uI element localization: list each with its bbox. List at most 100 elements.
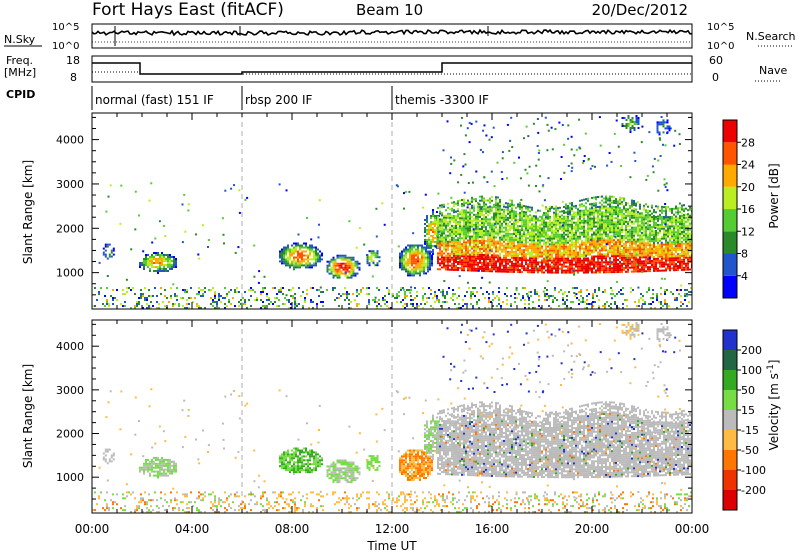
power-cell — [559, 248, 561, 250]
power-cell — [315, 258, 317, 260]
power-cell — [620, 289, 622, 291]
power-cell — [316, 289, 318, 291]
power-cell — [149, 264, 151, 266]
power-cell — [429, 258, 431, 260]
power-cell — [442, 301, 444, 303]
power-cell — [291, 249, 293, 251]
power-cell — [521, 257, 523, 259]
power-cell — [619, 271, 621, 273]
power-cell — [303, 258, 305, 260]
power-cell — [497, 205, 499, 207]
power-cell — [453, 247, 455, 249]
power-cell — [561, 256, 563, 258]
power-cell — [615, 213, 617, 215]
power-cell — [293, 253, 295, 255]
power-cell — [643, 220, 645, 222]
power-cell — [439, 220, 441, 222]
power-cell — [407, 251, 409, 253]
power-cell — [563, 252, 565, 254]
power-cell — [489, 224, 491, 226]
power-cell — [509, 243, 511, 245]
power-cell — [453, 255, 455, 257]
power-cell — [607, 198, 609, 200]
power-cell — [617, 229, 619, 231]
power-cell — [593, 264, 595, 266]
power-cell — [432, 245, 434, 247]
power-cell — [432, 209, 434, 211]
power-cell — [631, 243, 633, 245]
power-cell — [565, 212, 567, 214]
power-cell — [343, 263, 345, 265]
power-cell — [230, 289, 232, 291]
power-cell — [301, 260, 303, 262]
power-cell — [577, 214, 579, 216]
power-cell — [586, 289, 588, 291]
power-cell — [481, 224, 483, 226]
power-cell — [573, 256, 575, 258]
power-cell — [424, 219, 426, 221]
power-cell — [143, 266, 145, 268]
power-cell — [519, 215, 521, 217]
power-cell — [301, 262, 303, 264]
power-cell — [549, 260, 551, 262]
power-cell — [565, 238, 567, 240]
power-cell — [463, 255, 465, 257]
power-cell — [224, 297, 226, 299]
power-cell — [587, 216, 589, 218]
power-cell — [609, 213, 611, 215]
power-cell — [493, 252, 495, 254]
power-cell — [665, 260, 667, 262]
power-cell — [453, 249, 455, 251]
power-cell — [631, 210, 633, 212]
power-cell — [538, 305, 540, 307]
power-cell — [234, 291, 236, 293]
power-cell — [533, 267, 535, 269]
power-cell — [430, 251, 432, 253]
power-cell — [553, 220, 555, 222]
power-cell — [525, 206, 527, 208]
power-cell — [479, 246, 481, 248]
power-cell — [559, 264, 561, 266]
power-cell — [499, 217, 501, 219]
power-cell — [375, 264, 377, 266]
power-cell — [533, 241, 535, 243]
power-cell — [459, 211, 461, 213]
power-cell — [611, 217, 613, 219]
power-cell — [479, 258, 481, 260]
power-cell — [301, 247, 303, 249]
power-cell — [226, 293, 228, 295]
power-cell — [511, 271, 513, 273]
power-cell — [507, 243, 509, 245]
power-cell — [659, 262, 661, 264]
power-cell — [146, 297, 148, 299]
power-cell — [561, 248, 563, 250]
power-cell — [617, 239, 619, 241]
power-cell — [569, 230, 571, 232]
power-cell — [563, 250, 565, 252]
power-cell — [428, 233, 430, 235]
power-cell — [301, 257, 303, 259]
power-cell — [523, 251, 525, 253]
power-cell — [633, 267, 635, 269]
power-cell — [489, 232, 491, 234]
power-cell — [569, 260, 571, 262]
power-cell — [415, 260, 417, 262]
power-cell — [327, 261, 329, 263]
power-cell — [623, 208, 625, 210]
power-cell — [475, 248, 477, 250]
power-cell — [379, 256, 381, 258]
power-cell — [650, 297, 652, 299]
power-cell — [477, 232, 479, 234]
power-cell — [551, 248, 553, 250]
power-cell — [485, 200, 487, 202]
power-cell — [595, 250, 597, 252]
power-cell — [475, 250, 477, 252]
power-cell — [513, 225, 515, 227]
power-cell — [633, 239, 635, 241]
power-cell — [307, 266, 309, 268]
power-cell — [337, 265, 339, 267]
power-cell — [603, 261, 605, 263]
power-cell — [586, 295, 588, 297]
power-cell — [489, 258, 491, 260]
power-cell — [605, 231, 607, 233]
